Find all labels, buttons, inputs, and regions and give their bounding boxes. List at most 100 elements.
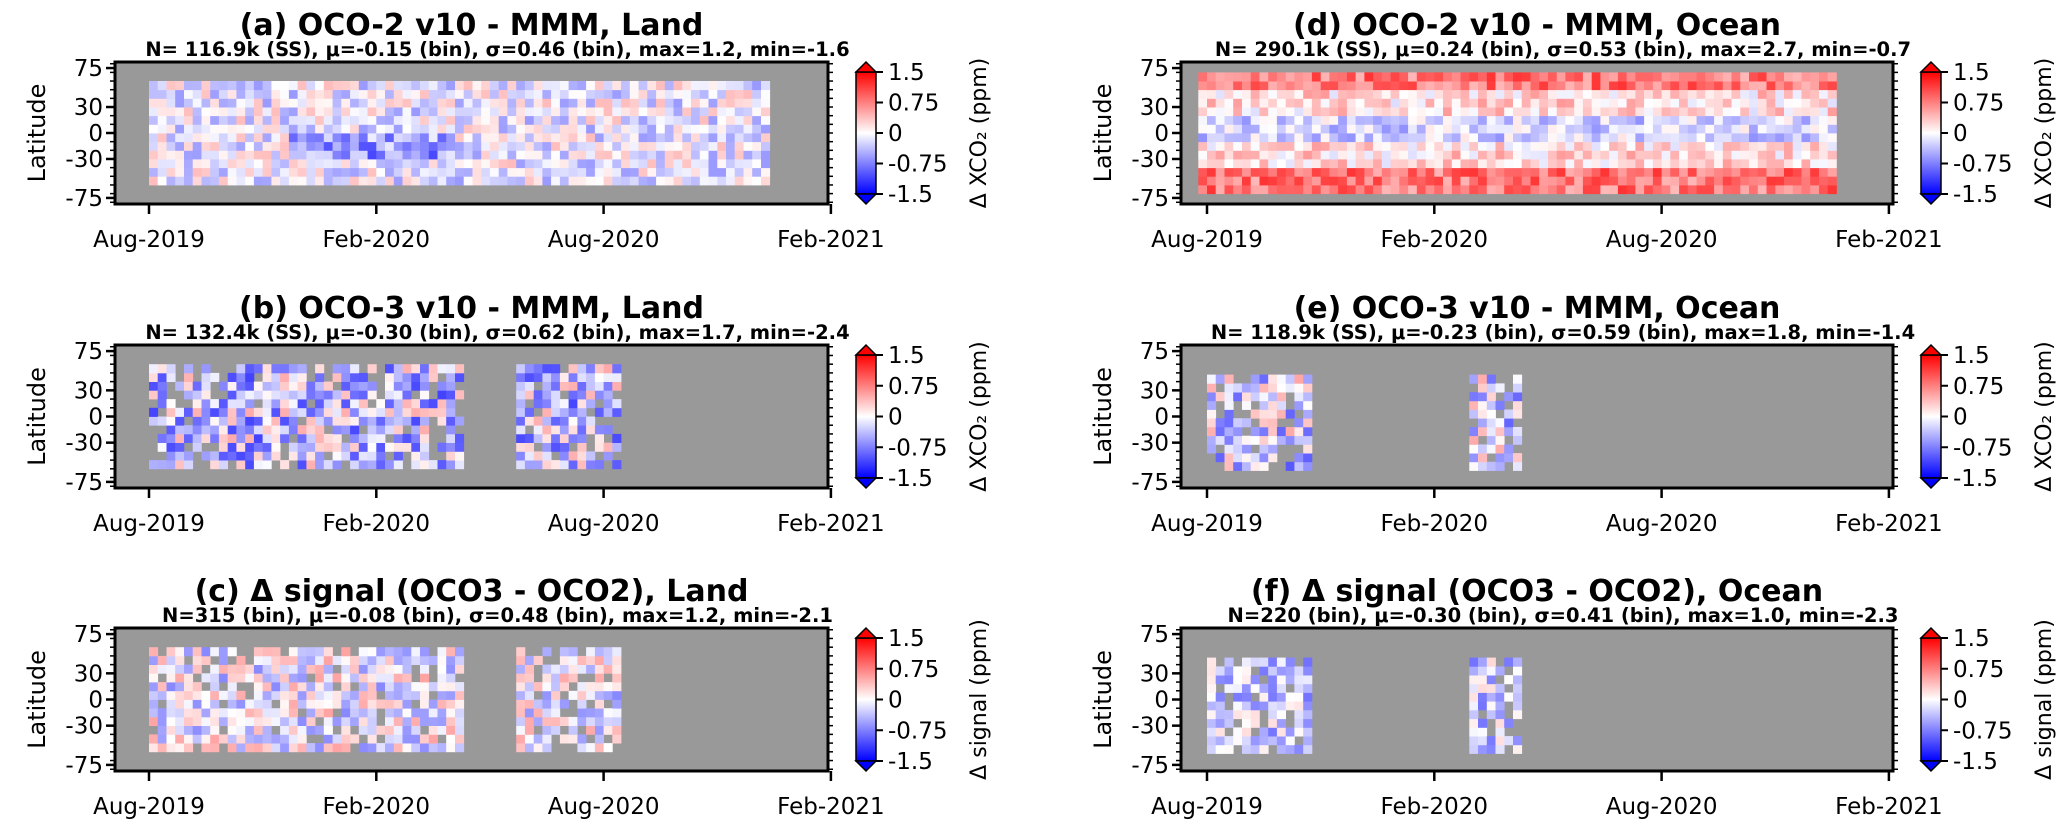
heatmap-cell [542,115,552,125]
heatmap-cell [288,124,298,134]
heatmap-cell [1215,435,1225,445]
heatmap-cell [1617,176,1627,186]
colorbar-max-extend [854,343,878,356]
heatmap-cell [1285,133,1295,143]
heatmap-cell [524,407,534,417]
heatmap-cell [489,141,499,151]
heatmap-cell [1285,675,1295,685]
heatmap-cell [1757,176,1767,186]
heatmap-cell [691,176,701,186]
heatmap-cell [726,133,736,143]
heatmap-cell [752,115,762,125]
heatmap-cell [568,407,578,417]
heatmap-cell [1810,124,1820,134]
heatmap-cell [227,133,237,143]
heatmap-cell [428,89,438,99]
heatmap-cell [227,451,237,461]
heatmap-cell [1819,81,1829,91]
heatmap-cell [446,372,456,382]
heatmap-cell [481,107,491,117]
heatmap-cell [1539,133,1549,143]
heatmap-cell [752,81,762,91]
heatmap-cell [1478,392,1488,402]
heatmap-cell [1207,744,1217,754]
heatmap-cell [1486,150,1496,160]
heatmap-cell [358,381,368,391]
heatmap-cell [463,159,473,169]
heatmap-cell [201,451,211,461]
heatmap-cell [350,442,360,452]
heatmap-cell [420,133,430,143]
x-tick-label: Feb-2020 [1381,794,1489,820]
heatmap-cell [1460,107,1470,117]
heatmap-cell [297,372,307,382]
heatmap-cell [280,673,290,683]
heatmap-cell [1801,115,1811,125]
heatmap-cell [288,664,298,674]
heatmap-cell [1408,72,1418,82]
heatmap-cell [1757,98,1767,108]
heatmap-cell [1268,124,1278,134]
heatmap-cell [192,141,202,151]
heatmap-cell [603,150,613,160]
heatmap-cell [420,699,430,709]
heatmap-cell [586,451,596,461]
colorbar-min-extend [1919,193,1943,206]
heatmap-cell [1434,98,1444,108]
y-tick-label: 30 [1140,95,1169,121]
heatmap-cell [559,133,569,143]
heatmap-cell [1434,176,1444,186]
heatmap-cell [1451,176,1461,186]
heatmap-cell [699,81,709,91]
heatmap-cell [297,89,307,99]
heatmap-cell [1285,81,1295,91]
heatmap-cell [1303,133,1313,143]
heatmap-cell [559,150,569,160]
heatmap-cell [149,416,159,426]
heatmap-cell [1635,81,1645,91]
heatmap-cell [1399,107,1409,117]
heatmap-cell [411,690,421,700]
heatmap-cell [367,690,377,700]
heatmap-cell [218,690,228,700]
heatmap-cell [1294,374,1304,384]
heatmap-cell [673,150,683,160]
heatmap-cell [280,390,290,400]
heatmap-cell [437,98,447,108]
heatmap-cell [743,150,753,160]
heatmap-cell [236,725,246,735]
heatmap-cell [1696,115,1706,125]
heatmap-cell [175,81,185,91]
heatmap-cell [1513,683,1523,693]
heatmap-cell [393,690,403,700]
heatmap-cell [656,107,666,117]
heatmap-cell [184,690,194,700]
heatmap-cell [280,150,290,160]
heatmap-cell [1215,72,1225,82]
heatmap-cell [402,690,412,700]
heatmap-cell [367,425,377,435]
heatmap-cell [288,364,298,374]
heatmap-cell [253,176,263,186]
heatmap-cell [192,89,202,99]
y-tick-label: 30 [1140,378,1169,404]
heatmap-cell [218,425,228,435]
heatmap-cell [306,699,316,709]
heatmap-cell [271,98,281,108]
heatmap-cell [594,381,604,391]
heatmap-cell [1486,133,1496,143]
heatmap-cell [280,407,290,417]
heatmap-cell [498,150,508,160]
heatmap-cell [594,124,604,134]
heatmap-cell [1259,133,1269,143]
heatmap-cell [157,734,167,744]
heatmap-cell [332,460,342,470]
heatmap-cell [1303,176,1313,186]
x-tick-label: Aug-2020 [548,227,660,253]
heatmap-cell [385,150,395,160]
heatmap-cell [1408,89,1418,99]
heatmap-cell [175,699,185,709]
heatmap-cell [1766,167,1776,177]
heatmap-cell [332,699,342,709]
heatmap-cell [149,743,159,753]
